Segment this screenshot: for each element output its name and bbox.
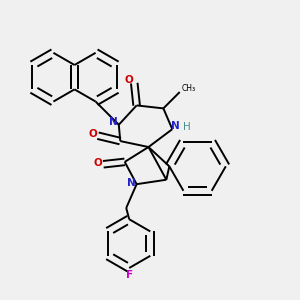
Text: N: N (171, 121, 180, 131)
Text: O: O (124, 75, 133, 85)
Text: CH₃: CH₃ (181, 84, 195, 93)
Text: F: F (126, 270, 133, 280)
Text: N: N (127, 178, 136, 188)
Text: H: H (183, 122, 191, 132)
Text: O: O (89, 129, 98, 139)
Text: N: N (109, 117, 118, 128)
Text: O: O (94, 158, 102, 168)
